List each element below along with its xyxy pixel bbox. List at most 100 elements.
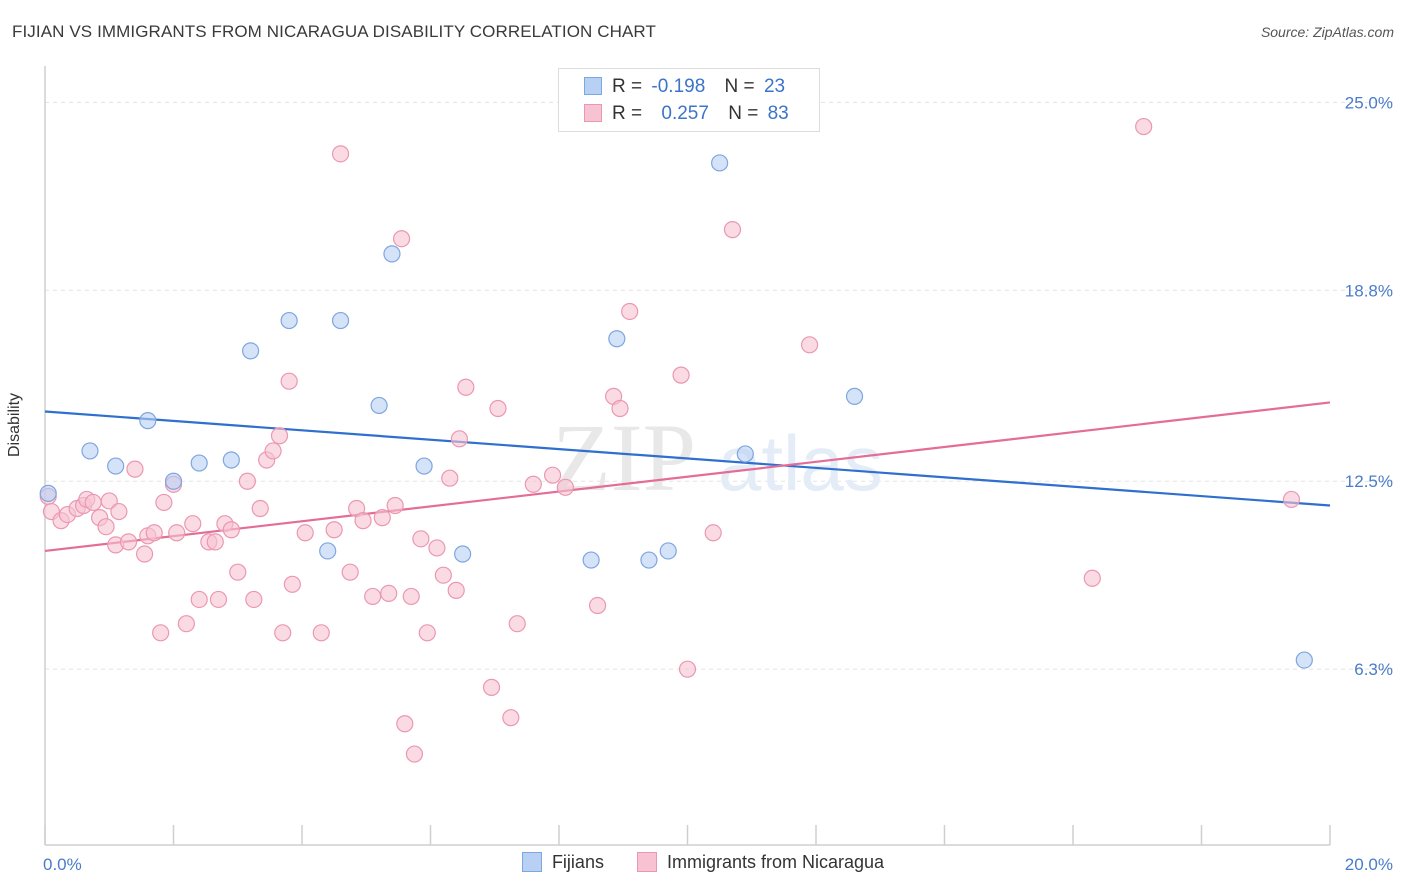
n-value: 23 (763, 76, 786, 97)
nicaragua-point (386, 496, 404, 515)
nicaragua-point (245, 590, 263, 609)
fijians-swatch (521, 852, 542, 872)
fijians-point (81, 442, 99, 460)
nicaragua-point (177, 615, 195, 633)
nicaragua-point (364, 587, 382, 606)
nicaragua-point (119, 533, 138, 551)
r-label: R = (612, 103, 643, 124)
fijians-point (280, 311, 298, 330)
nicaragua-point (312, 624, 330, 642)
fijians-point (139, 412, 157, 430)
n-label: N = (728, 103, 759, 124)
nicaragua-point (800, 336, 819, 354)
nicaragua-point (588, 596, 607, 615)
fijians-point (640, 551, 658, 569)
nicaragua-point (155, 493, 173, 512)
r-value: 0.257 (661, 103, 709, 124)
r-value: -0.198 (651, 76, 706, 97)
nicaragua-point (418, 624, 436, 642)
fijians-point (242, 342, 260, 360)
nicaragua-point (405, 745, 424, 763)
y-tick-label: 25.0% (1345, 93, 1393, 112)
nicaragua-point (280, 372, 298, 390)
fijians-point (1295, 651, 1313, 669)
nicaragua-point (325, 521, 343, 539)
nicaragua-point (251, 499, 269, 518)
nicaragua-point (621, 302, 639, 321)
chart-title: FIJIAN VS IMMIGRANTS FROM NICARAGUA DISA… (12, 22, 656, 41)
fijians-swatch (584, 77, 602, 95)
nicaragua-point (135, 545, 154, 563)
nicaragua-point (402, 587, 420, 606)
fijians-point (582, 551, 600, 569)
nicaragua-point (1135, 117, 1153, 136)
nicaragua-point (270, 427, 289, 445)
fijians-point (608, 330, 626, 348)
nicaragua-point (678, 660, 697, 678)
nicaragua-trend-line (44, 401, 1331, 553)
nicaragua-point (184, 515, 202, 533)
nicaragua-point (556, 478, 575, 496)
fijians-point (711, 154, 729, 172)
nicaragua-point (380, 584, 398, 602)
fijians-point (415, 457, 433, 475)
y-tick-label: 18.8% (1345, 281, 1393, 300)
nicaragua-point (412, 530, 430, 548)
nicaragua-point (264, 442, 282, 460)
correlation-legend: R = -0.198 N = 23 R = 0.257 N = 83 (558, 68, 820, 132)
nicaragua-point (110, 502, 128, 521)
source-label: Source: ZipAtlas.com (1260, 24, 1394, 40)
nicaragua-point (373, 509, 391, 527)
zipatlas-watermark: ZIP atlas (552, 404, 883, 511)
grid-lines (45, 101, 1395, 670)
nicaragua-point (229, 563, 247, 581)
nicaragua-swatch (636, 852, 657, 872)
nicaragua-point (392, 230, 411, 248)
n-label: N = (724, 76, 755, 97)
nicaragua-point (84, 493, 102, 512)
legend-item-fijians[interactable]: Fijians (521, 852, 604, 873)
nicaragua-point (428, 539, 446, 557)
nicaragua-point (489, 399, 507, 418)
nicaragua-point (100, 492, 118, 510)
fijians-point (319, 542, 337, 560)
nicaragua-point (296, 524, 314, 542)
series-legend: Fijians Immigrants from Nicaragua (0, 852, 1406, 873)
nicaragua-point (222, 521, 240, 539)
nicaragua-point (543, 466, 562, 484)
nicaragua-point (508, 615, 526, 633)
fijians-point (107, 457, 125, 475)
nicaragua-point (704, 524, 722, 542)
legend-fijians-label: Fijians (551, 852, 604, 872)
nicaragua-point (168, 524, 186, 542)
fijians-point (39, 484, 57, 502)
nicaragua-point (524, 475, 542, 493)
fijians-point (454, 545, 472, 563)
nicaragua-point (97, 518, 115, 536)
nicaragua-point (441, 469, 459, 487)
nicaragua-point (434, 566, 452, 584)
y-tick-label: 6.3% (1354, 660, 1393, 679)
nicaragua-swatch (584, 104, 602, 122)
legend-row-fijians: R = -0.198 N = 23 (584, 76, 785, 100)
nicaragua-point (152, 624, 170, 642)
y-tick-label: 12.5% (1345, 472, 1393, 491)
nicaragua-point (238, 472, 256, 490)
nicaragua-point (611, 399, 629, 418)
nicaragua-point (190, 590, 208, 609)
fijians-trend-line (44, 410, 1331, 507)
fijians-point (736, 445, 754, 463)
nicaragua-point (341, 563, 359, 581)
x-tick-labels: 0.0% 20.0% (43, 855, 1393, 874)
nicaragua-point (331, 145, 350, 163)
nicaragua-point (206, 533, 224, 551)
nicaragua-point (1083, 569, 1101, 587)
legend-item-nicaragua[interactable]: Immigrants from Nicaragua (636, 852, 884, 873)
axes (44, 66, 1331, 846)
fijians-point (190, 454, 208, 472)
fijians-point (370, 396, 388, 415)
legend-row-nicaragua: R = 0.257 N = 83 (584, 103, 789, 127)
x-tick-label-max: 20.0% (1345, 855, 1393, 874)
fijians-point (222, 451, 240, 469)
nicaragua-point (672, 366, 690, 384)
